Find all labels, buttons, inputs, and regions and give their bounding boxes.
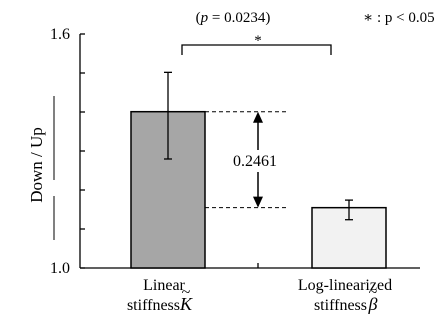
y-tick-label: 1.6	[50, 26, 70, 43]
significance-star: *	[254, 33, 262, 49]
arrow-head-down	[253, 197, 263, 208]
category-label-line2: stiffness	[127, 297, 180, 314]
category-label-line1: Linear	[143, 277, 185, 294]
category-label-line2: stiffness	[314, 297, 367, 314]
y-axis-label: Down / Up	[27, 127, 46, 203]
p-value-annotation: (p = 0.0234)	[196, 10, 271, 26]
y-tick-label: 1.0	[50, 260, 70, 277]
category-symbol-tilde: ~	[182, 284, 191, 301]
category-symbol-tilde: ~	[369, 284, 378, 301]
difference-label: 0.2461	[233, 153, 277, 170]
significance-legend: ∗ : p < 0.05	[363, 10, 435, 26]
arrow-head-up	[253, 112, 263, 123]
category-label-line1: Log-linearized	[298, 277, 392, 294]
